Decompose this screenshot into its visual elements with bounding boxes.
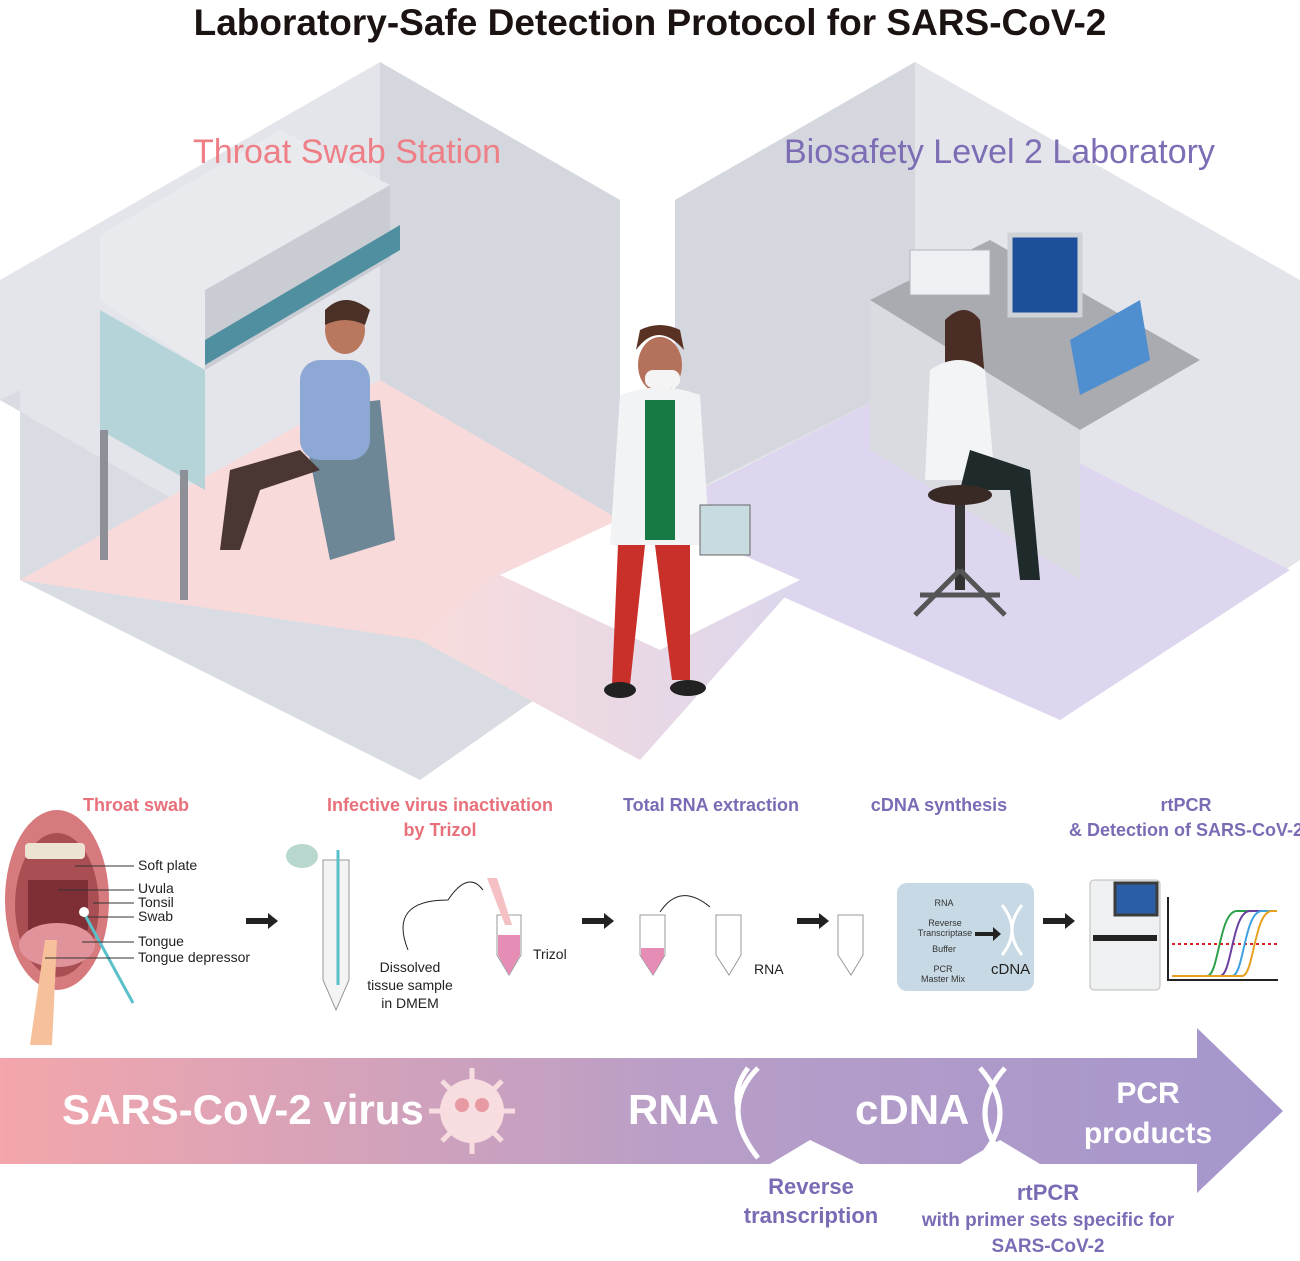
cdna-item-line: Master Mix — [920, 974, 966, 984]
step-label: Total RNA extraction — [622, 795, 800, 815]
room-label-bsl2: Biosafety Level 2 Laboratory — [784, 133, 1215, 171]
step-inactivation: Infective virus inactivation by Trizol — [327, 793, 553, 843]
transition-line: SARS-CoV-2 — [991, 1236, 1105, 1257]
step-cdna-synthesis: cDNA synthesis — [871, 793, 1007, 818]
technician-figure — [604, 325, 751, 698]
cdna-item-line: Transcriptase — [917, 928, 973, 938]
anatomy-label: Swab — [138, 908, 174, 924]
step-label-line2: & Detection of SARS-CoV-2 — [1068, 820, 1300, 840]
step-label: rtPCR — [1160, 795, 1212, 815]
stage-rna: RNA — [628, 1086, 719, 1133]
page-title: Laboratory-Safe Detection Protocol for S… — [193, 2, 1107, 43]
cdna-item-rna: RNA — [934, 898, 954, 908]
pipeline-arrow — [0, 1028, 1283, 1193]
anatomy-label: Uvula — [138, 880, 174, 896]
cdna-item-line: PCR — [933, 964, 953, 974]
cdna-item-rt: Reverse Transcriptase — [918, 918, 972, 938]
stage-pcr-products: PCR products — [1084, 1074, 1212, 1154]
transition-reverse-transcription: Reverse transcription — [744, 1172, 878, 1230]
amplification-curve-icon — [1167, 897, 1278, 981]
virus-icon — [429, 1068, 515, 1154]
anatomy-label: Tongue depressor — [138, 949, 251, 965]
step-label: cDNA synthesis — [870, 795, 1008, 815]
patient-figure — [220, 300, 395, 560]
sample-line: tissue sample — [367, 977, 453, 993]
anatomy-label: Soft plate — [138, 857, 198, 873]
step-rtpcr: rtPCR & Detection of SARS-CoV-2 — [1069, 793, 1300, 843]
open-mouth-illustration — [5, 810, 135, 1045]
cdna-reaction-box — [897, 883, 1034, 991]
centrifuge-tube-icon — [286, 844, 864, 1012]
anatomy-label: Tonsil — [138, 894, 174, 910]
trizol-label: Trizol — [533, 946, 567, 962]
dna-icon — [1000, 904, 1024, 956]
transition-line: with primer sets specific for — [921, 1210, 1175, 1231]
sample-label: Dissolved tissue sample in DMEM — [367, 958, 453, 1012]
stage-cdna: cDNA — [855, 1086, 970, 1133]
step-rna-extraction: Total RNA extraction — [623, 793, 799, 818]
cdna-item-buffer: Buffer — [932, 944, 956, 954]
sample-line: in DMEM — [381, 995, 439, 1011]
step-label-line2: by Trizol — [403, 820, 477, 840]
rna-label: RNA — [754, 961, 784, 977]
step-throat-swab: Throat swab — [83, 793, 189, 818]
arrow-right-icon — [246, 913, 1075, 929]
stage-line: products — [1083, 1117, 1213, 1150]
sample-line: Dissolved — [379, 959, 441, 975]
cdna-product-label: cDNA — [991, 961, 1031, 978]
room-label-throat-swab: Throat Swab Station — [193, 133, 502, 171]
lab-bench — [870, 232, 1200, 617]
step-label: Throat swab — [82, 795, 190, 815]
transition-rtpcr: rtPCR with primer sets specific for SARS-C… — [922, 1180, 1174, 1260]
transition-line: transcription — [743, 1203, 879, 1228]
dna-icon — [734, 1066, 1007, 1160]
cdna-item-line: Reverse — [928, 918, 962, 928]
pcr-machine-icon — [1089, 879, 1161, 991]
cdna-item-pcr: PCR Master Mix — [921, 964, 965, 984]
step-label: Infective virus inactivation — [326, 795, 554, 815]
biosafety-cabinet — [100, 130, 400, 600]
anatomy-label: Tongue — [138, 933, 184, 949]
transition-line: Reverse — [768, 1174, 854, 1199]
transition-line: rtPCR — [1016, 1180, 1080, 1205]
stage-virus: SARS-CoV-2 virus — [62, 1086, 424, 1133]
stage-line: PCR — [1116, 1077, 1180, 1110]
